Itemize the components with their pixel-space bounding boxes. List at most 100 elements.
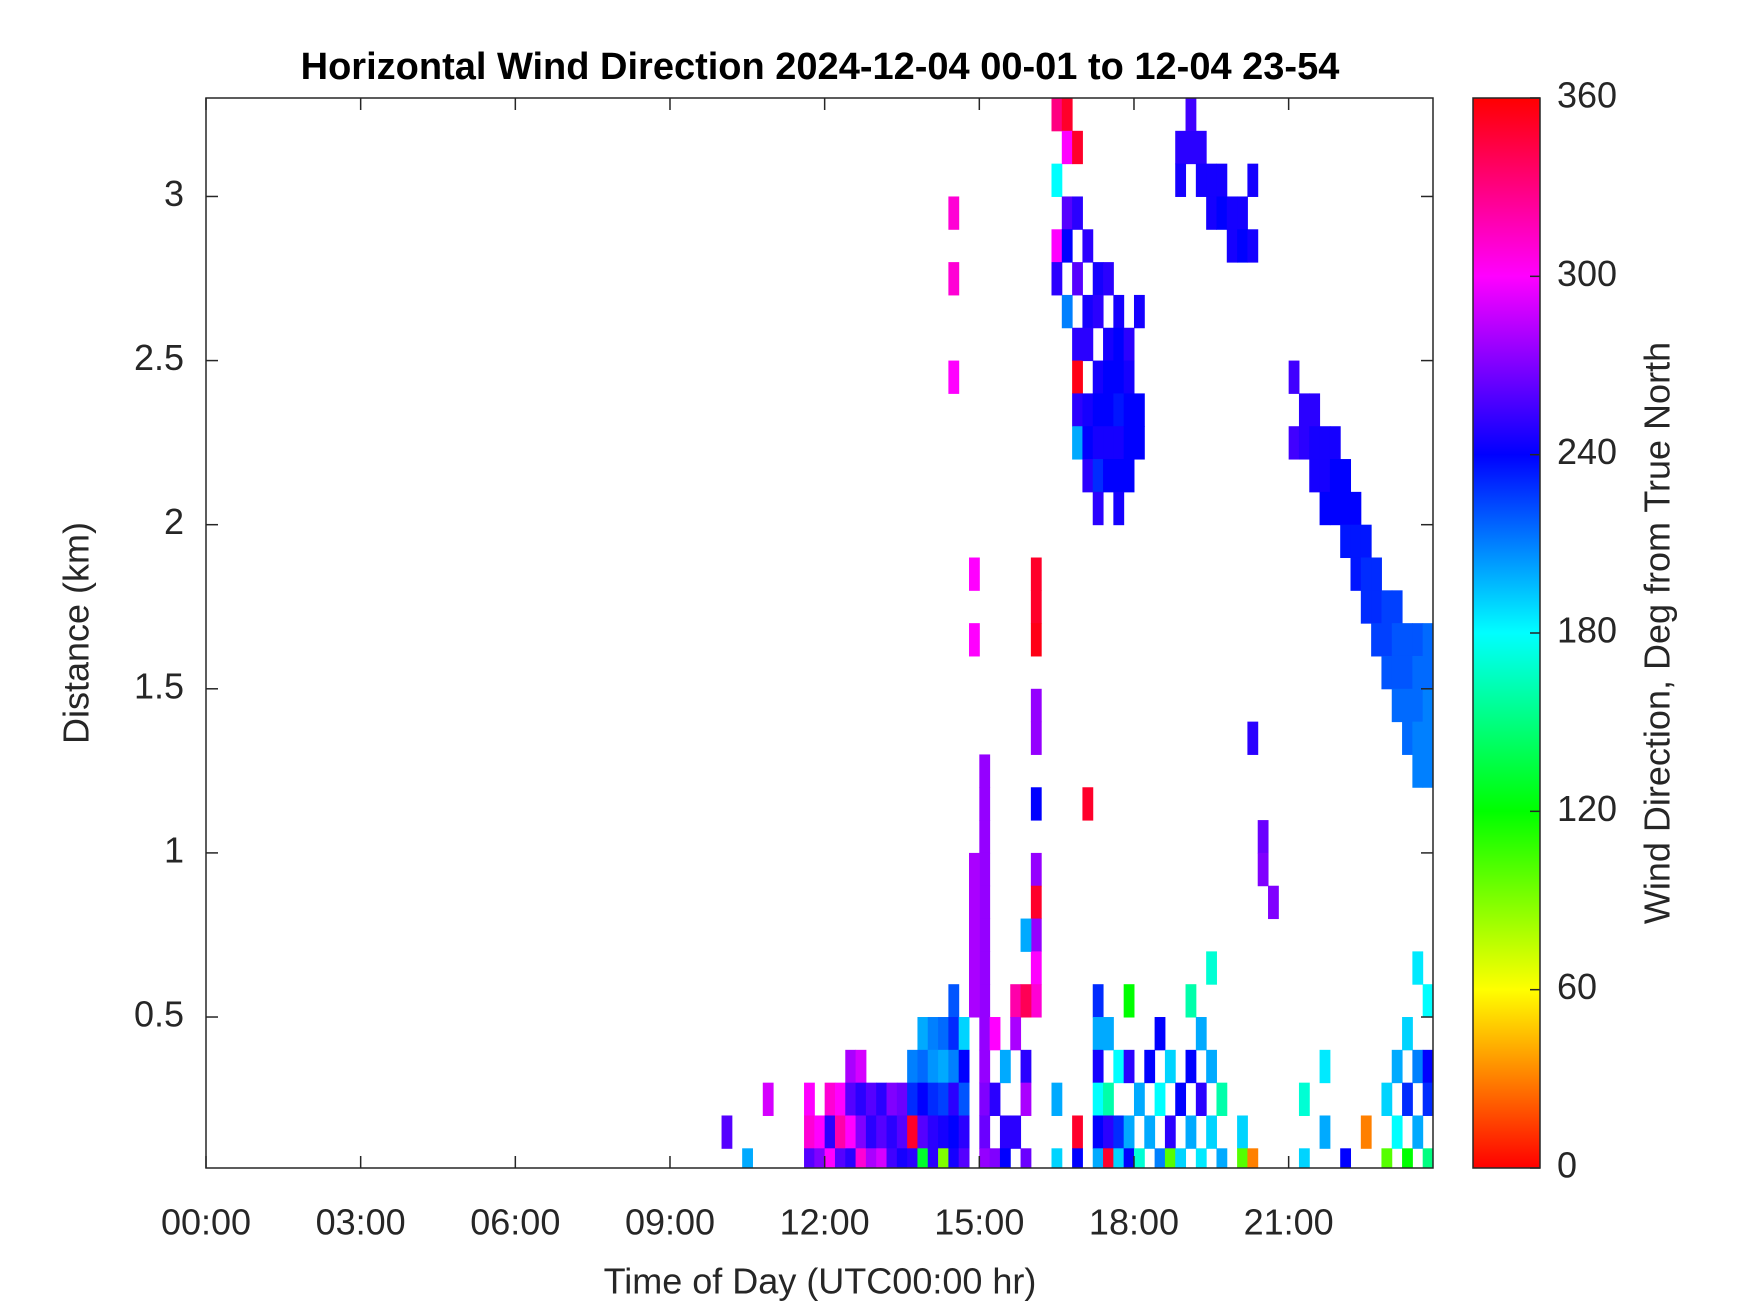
heatmap-cell [1391, 688, 1403, 723]
heatmap-cell [876, 1148, 888, 1168]
heatmap-cell [1020, 918, 1032, 952]
heatmap-cell [1154, 1017, 1166, 1051]
x-tick-label: 12:00 [780, 1202, 870, 1243]
heatmap-cell [1350, 524, 1362, 559]
heatmap-cell [1402, 688, 1413, 723]
x-tick-label: 15:00 [934, 1202, 1024, 1243]
heatmap-cell [938, 1017, 949, 1051]
heatmap-cell [1329, 426, 1341, 460]
heatmap-cell [1412, 1115, 1424, 1149]
heatmap-cell [1144, 1049, 1156, 1084]
x-axis-label: Time of Day (UTC00:00 hr) [604, 1261, 1037, 1302]
heatmap-cell [1422, 688, 1433, 723]
y-tick-label: 2.5 [134, 337, 184, 378]
heatmap-cell [1237, 229, 1248, 263]
heatmap-cell [1298, 1148, 1310, 1168]
heatmap-cell [1402, 1148, 1413, 1168]
heatmap-cell [845, 1115, 857, 1149]
heatmap-cell [907, 1049, 918, 1084]
heatmap-cell [1113, 393, 1125, 427]
heatmap-cell [1422, 721, 1433, 755]
heatmap-cell [1133, 1082, 1145, 1116]
heatmap-cell [969, 557, 980, 591]
heatmap-cell [1185, 98, 1197, 132]
heatmap-cell [948, 1049, 960, 1084]
heatmap-cell [1216, 196, 1228, 230]
heatmap-cell [1206, 1115, 1217, 1149]
heatmap-cell [1103, 459, 1114, 493]
heatmap-cell [1391, 590, 1403, 624]
heatmap-cell [1391, 1115, 1403, 1149]
colorbar-tick-label: 60 [1557, 966, 1597, 1007]
heatmap-cell [1381, 1082, 1393, 1116]
heatmap-cell [1092, 459, 1104, 493]
heatmap-cell [1309, 393, 1321, 427]
heatmap-cell [907, 1082, 918, 1116]
heatmap-cell [1164, 1049, 1176, 1084]
heatmap-cell [876, 1115, 888, 1149]
heatmap-cell [927, 1115, 939, 1149]
heatmap-cell [896, 1082, 908, 1116]
heatmap-cell [969, 623, 980, 657]
heatmap-cell [969, 951, 980, 985]
heatmap-cell [1402, 623, 1413, 657]
heatmap-cell [1319, 459, 1331, 493]
heatmap-cell [1206, 196, 1217, 230]
heatmap-cell [1350, 557, 1362, 591]
heatmap-cell [1175, 130, 1187, 165]
heatmap-cell [979, 1049, 991, 1084]
heatmap-cell [1092, 426, 1104, 460]
heatmap-cell [1257, 820, 1269, 854]
heatmap-cell [907, 1148, 918, 1168]
heatmap-cell [979, 754, 991, 788]
heatmap-cell [1030, 590, 1042, 624]
heatmap-cell [1133, 294, 1145, 329]
heatmap-cell [1340, 1148, 1352, 1168]
heatmap-cell [834, 1082, 846, 1116]
heatmap-cell [1103, 1148, 1114, 1168]
heatmap-cell [1216, 163, 1228, 197]
heatmap-cell [938, 1082, 949, 1116]
heatmap-cell [1123, 1148, 1135, 1168]
heatmap-cell [907, 1115, 918, 1149]
heatmap-cell [855, 1082, 867, 1116]
x-tick-label: 00:00 [161, 1202, 251, 1243]
heatmap-cell [1175, 1082, 1187, 1116]
heatmap-cell [1051, 98, 1063, 132]
heatmap-cell [958, 1115, 970, 1149]
heatmap-cell [948, 984, 960, 1018]
heatmap-cell [1103, 262, 1114, 296]
heatmap-cell [1072, 360, 1083, 394]
heatmap-cell [1247, 229, 1259, 263]
heatmap-cell [1103, 1082, 1114, 1116]
heatmap-cell [1412, 1049, 1424, 1084]
heatmap-cell [1123, 1049, 1135, 1084]
heatmap-cell [958, 1148, 970, 1168]
heatmap-cell [1113, 1049, 1125, 1084]
heatmap-cell [1092, 294, 1104, 329]
heatmap-cell [1350, 491, 1362, 526]
heatmap-cell [845, 1049, 857, 1084]
heatmap-cell [938, 1049, 949, 1084]
heatmap-cell [1319, 1115, 1331, 1149]
heatmap-cell [979, 951, 991, 985]
heatmap-cell [948, 1082, 960, 1116]
heatmap-cell [804, 1148, 815, 1168]
heatmap-cell [1123, 327, 1135, 362]
heatmap-cell [1020, 1148, 1032, 1168]
heatmap-cell [1123, 393, 1135, 427]
heatmap-cell [1010, 1115, 1022, 1149]
heatmap-cell [1329, 491, 1341, 526]
heatmap-cell [1309, 426, 1321, 460]
heatmap-cell [1412, 951, 1424, 985]
heatmap-cell [855, 1148, 867, 1168]
heatmap-cell [948, 1148, 960, 1168]
heatmap-cell [1257, 852, 1269, 887]
heatmap-cell [834, 1148, 846, 1168]
heatmap-cell [1082, 327, 1094, 362]
heatmap-cell [1061, 229, 1073, 263]
heatmap-cell [1030, 787, 1042, 821]
heatmap-cell [979, 1017, 991, 1051]
heatmap-cell [1422, 1082, 1433, 1116]
heatmap-cell [1082, 294, 1094, 329]
